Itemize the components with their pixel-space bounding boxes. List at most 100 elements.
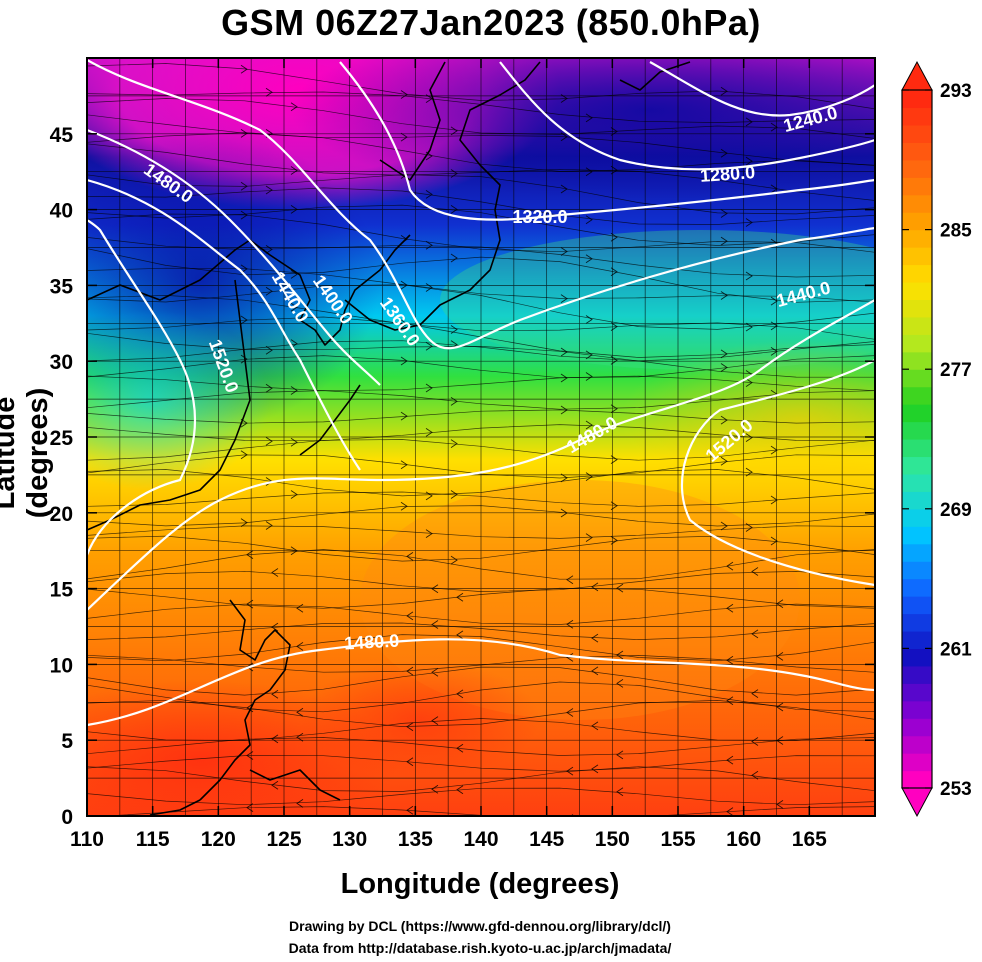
streamline-arrow — [265, 286, 273, 296]
colorbar-segment — [902, 142, 932, 161]
streamline-arrow — [425, 529, 433, 538]
y-tick-label: 10 — [50, 654, 73, 677]
streamline-arrow — [271, 689, 279, 699]
x-axis-label: Longitude (degrees) — [340, 868, 620, 900]
x-tick-label: 165 — [792, 828, 827, 851]
y-tick-label: 20 — [50, 503, 73, 526]
streamline-arrow — [610, 165, 618, 175]
streamline-arrow — [450, 439, 458, 449]
colorbar-segment — [902, 770, 932, 789]
streamline-arrow — [591, 666, 599, 676]
streamline-arrow — [776, 599, 784, 609]
y-tick-label: 5 — [61, 730, 73, 753]
colorbar-segment — [902, 177, 932, 196]
colorbar-label: 277 — [940, 360, 972, 381]
streamline-arrow — [726, 807, 734, 816]
streamline-arrow — [591, 721, 599, 731]
streamline-arrow — [400, 90, 408, 99]
colorbar-segment — [902, 316, 932, 335]
colorbar-segment — [902, 229, 932, 248]
streamline-arrow — [720, 209, 728, 218]
streamline-arrow — [566, 766, 574, 776]
streamline-arrow — [400, 319, 408, 329]
streamline-arrow — [610, 322, 618, 332]
streamline-arrow — [425, 240, 433, 250]
streamline-arrow — [431, 620, 439, 629]
map-plot: 1240.0 1280.0 1320.0 1360.0 1400.0 1440.… — [50, 57, 972, 851]
drawing-credit: Drawing by DCL (https://www.gfd-dennou.o… — [289, 918, 671, 934]
y-tick-label: 40 — [50, 200, 73, 223]
colorbar-label: 293 — [940, 81, 972, 102]
streamline-arrow — [400, 411, 408, 421]
colorbar-segment — [902, 491, 932, 510]
streamline-arrow — [585, 350, 593, 360]
x-tick-label: 125 — [266, 828, 301, 851]
streamline-arrow — [585, 372, 593, 381]
streamline-arrow — [751, 629, 759, 639]
streamline-arrow — [456, 743, 464, 753]
colorbar-segment — [902, 561, 932, 580]
streamline-arrow — [770, 122, 778, 132]
colorbar-segment — [902, 404, 932, 423]
streamline-arrow — [271, 568, 279, 577]
streamline-arrow — [265, 436, 273, 446]
coastlines — [87, 61, 691, 816]
streamline-arrow — [271, 622, 279, 632]
streamline-arrow — [406, 552, 414, 561]
x-tick-label: 135 — [398, 828, 433, 851]
x-axis: 110 115 120 125 130 135 140 145 150 155 160 165 — [70, 58, 827, 851]
streamline-arrow — [566, 575, 574, 585]
streamline-arrow — [560, 184, 568, 194]
colorbar-segment — [902, 596, 932, 615]
streamline-arrow — [425, 428, 433, 437]
colorbar-segment — [902, 212, 932, 231]
streamline-arrow — [776, 702, 784, 712]
x-tick-label: 145 — [529, 828, 564, 851]
y-tick-label: 15 — [50, 579, 74, 602]
streamline-arrow — [560, 405, 568, 415]
streamline-arrow — [726, 655, 734, 665]
colorbar: 293 285 277 269 261 253 — [901, 60, 972, 818]
streamline-arrow — [456, 689, 464, 699]
streamline-arrow — [240, 64, 248, 74]
data-credit: Data from http://database.rish.kyoto-u.a… — [288, 940, 672, 956]
colorbar-segment — [902, 508, 932, 527]
streamline-arrow — [720, 456, 728, 466]
streamline-arrow — [240, 129, 248, 138]
streamline-arrow — [400, 132, 408, 142]
streamline-arrow — [425, 190, 433, 199]
streamline-arrow — [265, 185, 273, 195]
colorbar-segment — [902, 735, 932, 754]
y-tick-label: 25 — [50, 427, 74, 450]
streamline-arrow — [610, 455, 618, 465]
height-contours — [87, 59, 875, 727]
colorbar-label: 269 — [940, 500, 972, 521]
streamline-arrow — [776, 651, 784, 661]
streamline-arrow — [456, 785, 464, 795]
colorbar-segment — [902, 334, 932, 353]
colorbar-segment — [902, 159, 932, 178]
streamline-arrow — [616, 583, 624, 593]
streamline-arrow — [720, 236, 728, 246]
streamline-arrow — [406, 666, 414, 676]
streamline-arrow — [290, 270, 298, 279]
x-tick-label: 110 — [70, 828, 104, 851]
x-tick-label: 140 — [463, 828, 498, 851]
streamline-arrow — [240, 450, 248, 460]
streamline-arrow — [616, 750, 624, 760]
colorbar-segment — [902, 700, 932, 719]
colorbar-segment — [902, 526, 932, 545]
x-tick-label: 120 — [201, 828, 236, 851]
streamline-arrow — [265, 521, 273, 530]
streamline-arrow — [751, 689, 759, 698]
colorbar-segment — [902, 299, 932, 318]
colorbar-segment — [902, 439, 932, 458]
streamline-arrow — [776, 800, 784, 809]
colorbar-segment — [902, 124, 932, 143]
streamline-arrow — [770, 445, 778, 455]
streamline-arrow — [585, 113, 593, 123]
streamline-arrow — [240, 210, 248, 220]
streamline-arrow — [425, 283, 433, 292]
colorbar-segment — [902, 247, 932, 266]
streamline-arrow — [425, 341, 433, 351]
